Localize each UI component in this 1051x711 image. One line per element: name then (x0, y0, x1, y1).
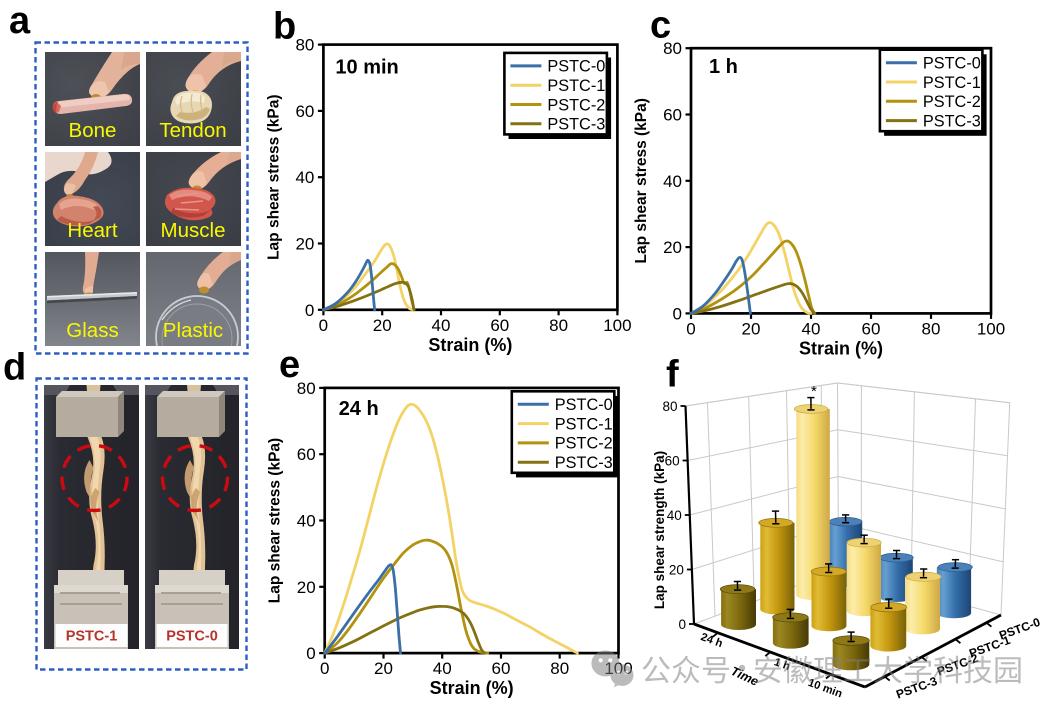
svg-text:20: 20 (742, 319, 761, 338)
svg-text:40: 40 (663, 172, 682, 191)
svg-text:40: 40 (297, 512, 316, 531)
svg-text:20: 20 (663, 238, 682, 257)
svg-text:0: 0 (319, 316, 328, 335)
svg-text:80: 80 (663, 39, 682, 58)
svg-text:Plastic: Plastic (163, 319, 223, 342)
svg-text:60: 60 (862, 319, 881, 338)
svg-text:40: 40 (432, 316, 451, 335)
svg-text:PSTC-3: PSTC-3 (923, 112, 981, 130)
svg-text:Glass: Glass (66, 319, 118, 342)
svg-text:0: 0 (306, 644, 315, 663)
svg-text:0: 0 (305, 301, 314, 320)
svg-text:PSTC-0: PSTC-0 (923, 55, 981, 73)
svg-text:40: 40 (802, 319, 821, 338)
svg-text:Strain (%): Strain (%) (430, 678, 514, 698)
svg-text:100: 100 (977, 319, 1005, 338)
svg-text:0: 0 (320, 659, 329, 678)
svg-text:Muscle: Muscle (161, 219, 226, 242)
svg-text:80: 80 (549, 316, 568, 335)
svg-text:Lap shear strength (kPa): Lap shear strength (kPa) (652, 451, 667, 609)
svg-text:PSTC-1: PSTC-1 (547, 77, 605, 95)
svg-text:40: 40 (433, 659, 452, 678)
svg-text:80: 80 (295, 36, 314, 55)
svg-text:80: 80 (922, 319, 941, 338)
svg-text:40: 40 (295, 168, 314, 187)
svg-text:PSTC-1: PSTC-1 (555, 415, 613, 433)
svg-text:PSTC-2: PSTC-2 (923, 93, 981, 111)
svg-text:0: 0 (678, 617, 686, 632)
svg-text:Lap shear stress (kPa): Lap shear stress (kPa) (633, 98, 650, 263)
svg-text:60: 60 (663, 106, 682, 125)
svg-text:60: 60 (665, 454, 680, 469)
svg-text:20: 20 (374, 659, 393, 678)
svg-text:b: b (273, 6, 296, 48)
svg-text:60: 60 (492, 659, 511, 678)
svg-text:80: 80 (550, 659, 569, 678)
svg-text:Bone: Bone (69, 119, 117, 142)
svg-text:0: 0 (686, 319, 695, 338)
svg-text:20: 20 (295, 235, 314, 254)
svg-text:PSTC-3: PSTC-3 (547, 116, 605, 134)
svg-text:20: 20 (373, 316, 392, 335)
svg-text:Lap shear stress (kPa): Lap shear stress (kPa) (265, 94, 282, 259)
svg-text:Heart: Heart (67, 219, 117, 242)
svg-text:a: a (9, 0, 31, 42)
svg-text:d: d (3, 347, 26, 389)
svg-text:Strain (%): Strain (%) (428, 335, 512, 355)
svg-text:80: 80 (662, 399, 677, 414)
svg-text:20: 20 (297, 578, 316, 597)
svg-text:PSTC-1: PSTC-1 (66, 629, 118, 645)
svg-text:60: 60 (295, 102, 314, 121)
svg-text:e: e (279, 344, 300, 386)
svg-text:PSTC-1: PSTC-1 (923, 74, 981, 92)
svg-text:PSTC-0: PSTC-0 (166, 629, 218, 645)
svg-text:24 h: 24 h (339, 398, 379, 420)
svg-text:PSTC-2: PSTC-2 (547, 96, 605, 114)
svg-text:60: 60 (490, 316, 509, 335)
svg-text:PSTC-0: PSTC-0 (547, 58, 605, 76)
svg-text:20: 20 (669, 563, 684, 578)
svg-text:c: c (650, 5, 671, 47)
svg-text:10 min: 10 min (335, 57, 398, 79)
svg-text:PSTC-0: PSTC-0 (555, 396, 613, 414)
svg-text:*: * (811, 383, 817, 400)
svg-text:Lap shear stress (kPa): Lap shear stress (kPa) (267, 438, 284, 603)
svg-text:40: 40 (667, 508, 682, 523)
svg-text:100: 100 (603, 316, 631, 335)
svg-text:Strain (%): Strain (%) (799, 338, 883, 358)
svg-text:80: 80 (297, 379, 316, 398)
svg-text:Tendon: Tendon (159, 119, 226, 142)
svg-text:PSTC-3: PSTC-3 (555, 454, 613, 472)
svg-text:PSTC-2: PSTC-2 (555, 435, 613, 453)
svg-text:1 h: 1 h (709, 56, 738, 78)
svg-text:0: 0 (673, 304, 682, 323)
svg-text:60: 60 (297, 445, 316, 464)
svg-text:f: f (666, 354, 679, 396)
